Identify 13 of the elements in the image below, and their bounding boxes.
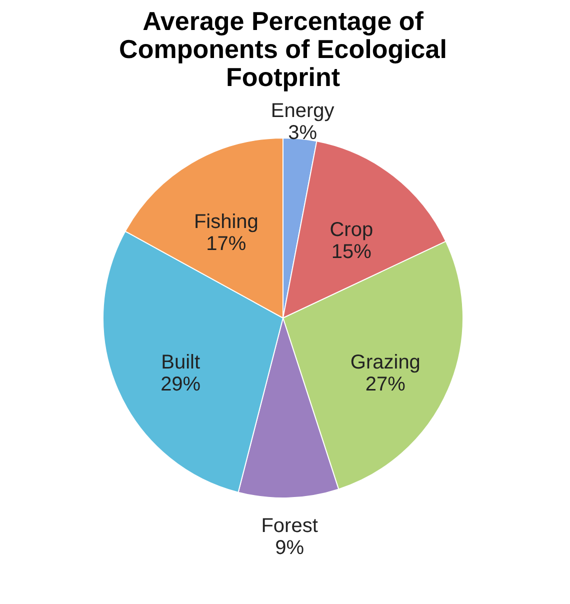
slice-label: Energy	[270, 100, 334, 122]
slice-label: Forest	[261, 514, 318, 537]
data-label: 15%	[331, 240, 372, 263]
chart-title: Average Percentage of Components of Ecological Footprint	[119, 6, 447, 92]
slice-label: Built	[161, 351, 200, 374]
data-label: 17%	[206, 232, 246, 255]
data-label: 9%	[275, 536, 304, 559]
slice-label: Fishing	[194, 210, 258, 233]
slice-label: Crop	[330, 218, 374, 241]
slice-label: Grazing	[350, 351, 420, 374]
data-label: 27%	[365, 373, 406, 396]
data-label: 3%	[288, 122, 318, 144]
data-label: 29%	[160, 373, 201, 396]
